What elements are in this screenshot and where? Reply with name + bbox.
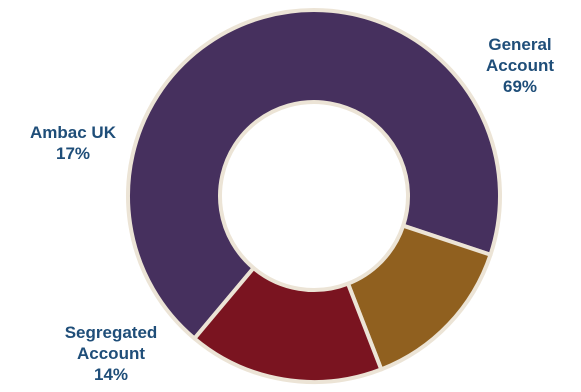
label-segregated-account: Segregated Account 14%	[46, 322, 176, 385]
slice-general-account	[126, 8, 502, 341]
slice-ambac-uk	[192, 266, 384, 384]
label-segregated-line2: Account	[77, 344, 145, 363]
label-segregated-value: 14%	[93, 365, 129, 384]
label-segregated-line1: Segregated	[64, 323, 158, 342]
label-general-line1: General	[488, 35, 552, 54]
label-ambac-uk: Ambac UK 17%	[18, 122, 128, 164]
label-general-line2: Account	[486, 56, 554, 75]
label-general-account: General Account 69%	[470, 34, 570, 97]
label-general-value: 69%	[502, 77, 538, 96]
label-ambac-uk-line1: Ambac UK	[30, 123, 116, 142]
label-ambac-uk-value: 17%	[55, 144, 91, 163]
